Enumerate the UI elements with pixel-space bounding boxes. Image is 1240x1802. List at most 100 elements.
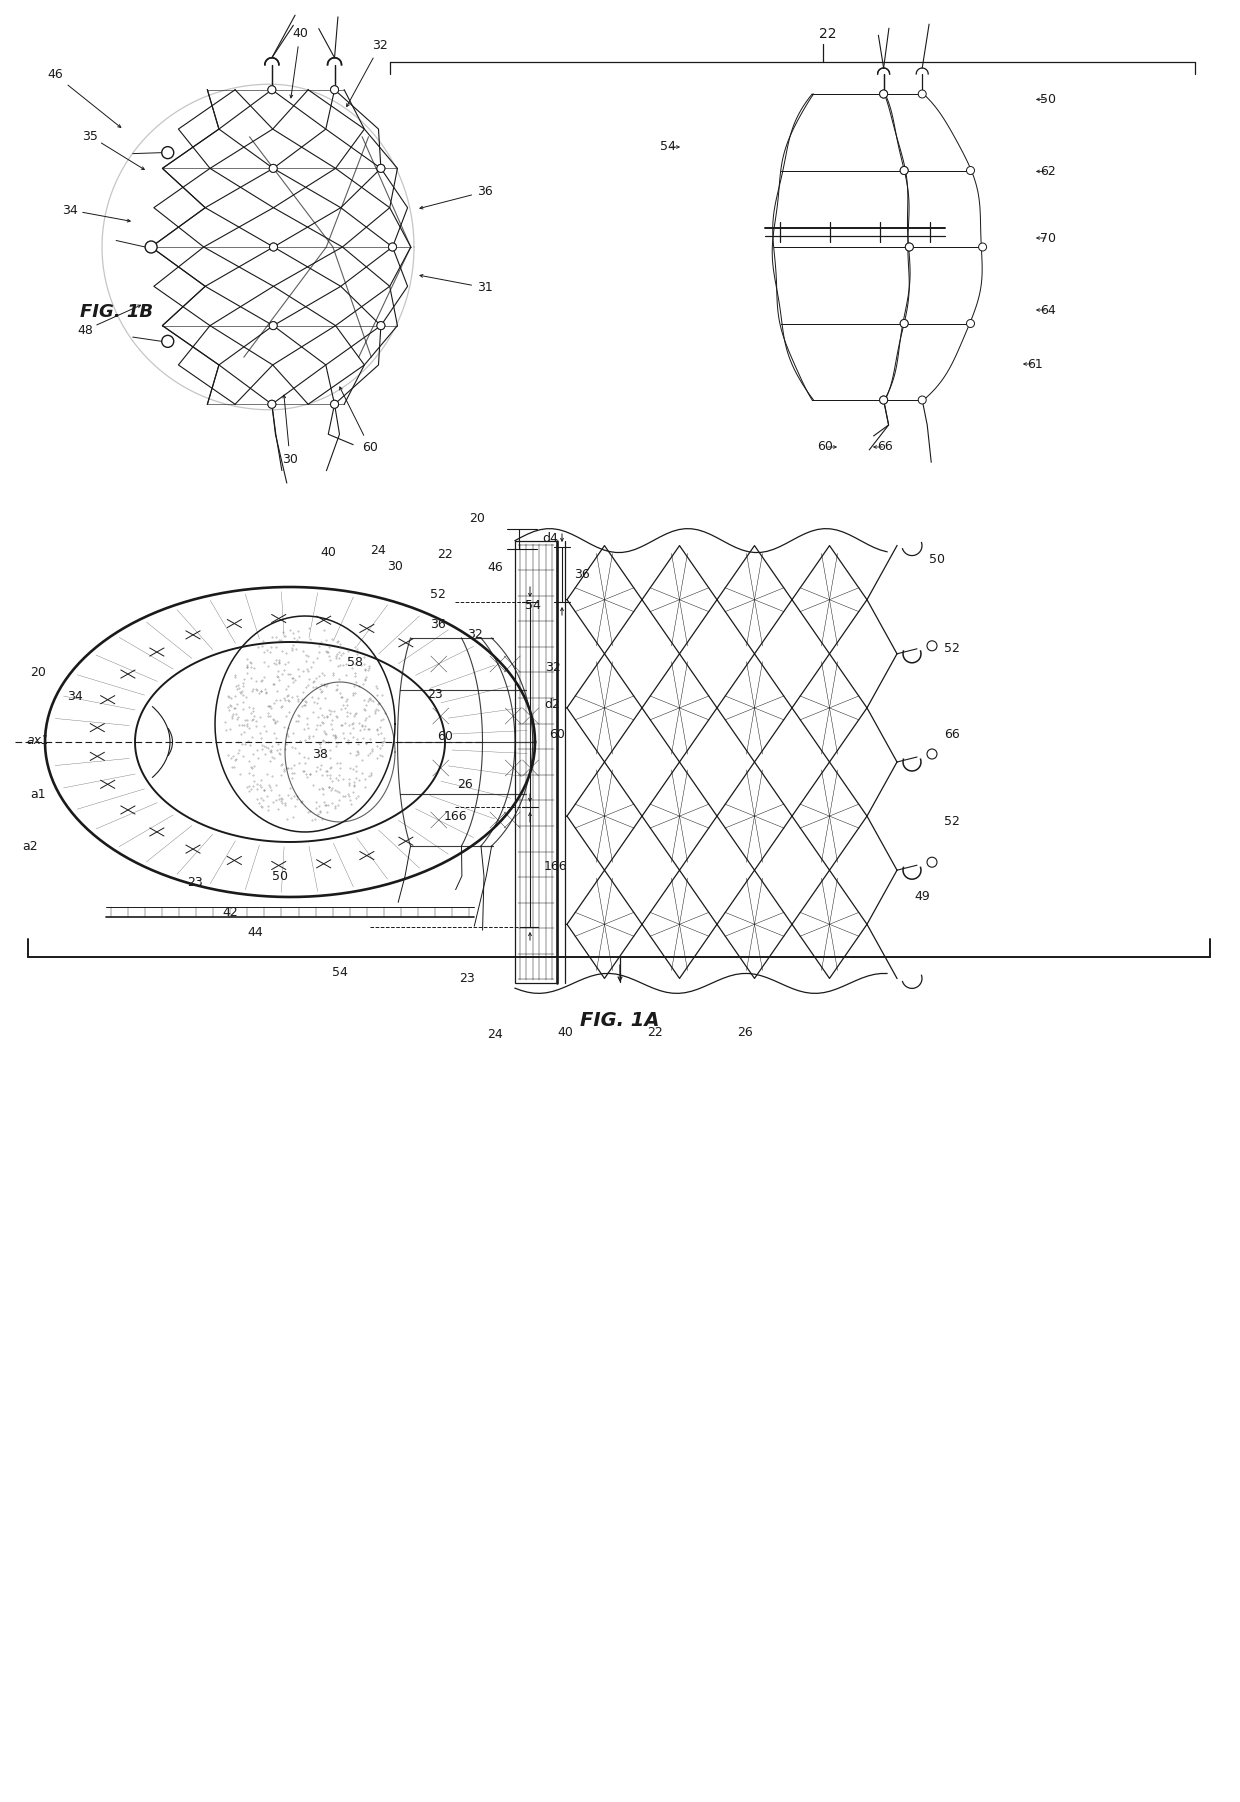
Text: 23: 23 [427, 688, 443, 701]
Text: 64: 64 [1040, 303, 1056, 317]
Text: 61: 61 [1027, 357, 1043, 371]
Text: 34: 34 [67, 690, 83, 703]
Text: 40: 40 [293, 27, 308, 40]
Circle shape [268, 400, 275, 409]
Text: 32: 32 [546, 661, 560, 674]
Text: 30: 30 [281, 452, 298, 465]
Circle shape [331, 86, 339, 94]
Text: 35: 35 [82, 130, 98, 142]
Circle shape [331, 86, 339, 94]
Circle shape [900, 319, 908, 328]
Text: FIG. 1B: FIG. 1B [81, 303, 153, 321]
Text: 24: 24 [487, 1029, 503, 1042]
Text: 24: 24 [370, 544, 386, 557]
Circle shape [388, 243, 397, 250]
Circle shape [900, 166, 908, 175]
Circle shape [331, 400, 339, 409]
Text: a1: a1 [30, 787, 46, 800]
Circle shape [269, 243, 278, 250]
Text: 52: 52 [430, 587, 446, 600]
Text: 52: 52 [944, 815, 960, 827]
Text: 42: 42 [222, 905, 238, 919]
Text: 26: 26 [737, 1027, 753, 1040]
Text: 32: 32 [372, 40, 388, 52]
Text: ax1: ax1 [26, 733, 50, 746]
Circle shape [161, 335, 174, 348]
Circle shape [145, 241, 157, 252]
Text: 60: 60 [549, 728, 565, 741]
Circle shape [918, 396, 926, 404]
Text: 166: 166 [543, 861, 567, 874]
Circle shape [388, 243, 397, 250]
Text: 22: 22 [818, 27, 836, 41]
Circle shape [905, 243, 914, 250]
Circle shape [978, 243, 987, 250]
Text: 49: 49 [914, 890, 930, 903]
Text: 50: 50 [272, 870, 288, 883]
Circle shape [918, 90, 926, 97]
Circle shape [268, 400, 275, 409]
Circle shape [879, 90, 888, 97]
Circle shape [269, 321, 278, 330]
Circle shape [269, 243, 278, 250]
Text: 36: 36 [430, 618, 446, 631]
Circle shape [268, 86, 275, 94]
Circle shape [377, 164, 384, 173]
Text: d4: d4 [542, 532, 558, 544]
Text: 23: 23 [187, 876, 203, 888]
Text: 66: 66 [944, 728, 960, 741]
Text: 26: 26 [458, 777, 472, 791]
Circle shape [269, 164, 278, 173]
Text: 34: 34 [62, 204, 78, 216]
Text: 60: 60 [436, 730, 453, 744]
Circle shape [331, 400, 339, 409]
Text: 46: 46 [47, 68, 63, 81]
Text: 60: 60 [817, 440, 833, 454]
Text: 23: 23 [459, 971, 475, 984]
Circle shape [928, 750, 937, 759]
Text: 50: 50 [929, 553, 945, 566]
Circle shape [269, 164, 278, 173]
Circle shape [268, 86, 275, 94]
Text: 22: 22 [647, 1027, 663, 1040]
Circle shape [900, 166, 908, 175]
Text: 52: 52 [944, 642, 960, 656]
Circle shape [928, 642, 937, 651]
Text: 44: 44 [247, 926, 263, 939]
Circle shape [161, 146, 174, 159]
Text: 40: 40 [557, 1027, 573, 1040]
Circle shape [377, 164, 384, 173]
Circle shape [377, 321, 384, 330]
Circle shape [879, 90, 888, 97]
Text: 32: 32 [467, 627, 482, 640]
Text: 36: 36 [574, 568, 590, 580]
Text: FIG. 1A: FIG. 1A [580, 1011, 660, 1029]
Text: 70: 70 [1040, 231, 1056, 245]
Text: 60: 60 [362, 441, 378, 454]
Text: 22: 22 [438, 548, 453, 560]
Circle shape [269, 321, 278, 330]
Text: 62: 62 [1040, 166, 1056, 178]
Circle shape [879, 396, 888, 404]
Text: d2: d2 [544, 697, 560, 712]
Text: 54: 54 [332, 966, 348, 978]
Text: 58: 58 [347, 656, 363, 669]
Text: 66: 66 [877, 440, 893, 454]
Text: 166: 166 [443, 811, 466, 824]
Text: 48: 48 [77, 324, 93, 337]
Text: 50: 50 [1040, 94, 1056, 106]
Circle shape [377, 321, 384, 330]
Text: 31: 31 [477, 281, 492, 294]
Circle shape [966, 166, 975, 175]
Text: 20: 20 [469, 512, 485, 524]
Bar [515, 541, 557, 984]
Text: 46: 46 [487, 560, 503, 575]
Text: 30: 30 [387, 560, 403, 573]
Circle shape [966, 319, 975, 328]
Text: 54: 54 [525, 598, 541, 613]
Text: 40: 40 [320, 546, 336, 559]
Text: 36: 36 [477, 186, 492, 198]
Text: 38: 38 [312, 748, 327, 760]
Circle shape [928, 858, 937, 867]
Circle shape [905, 243, 914, 250]
